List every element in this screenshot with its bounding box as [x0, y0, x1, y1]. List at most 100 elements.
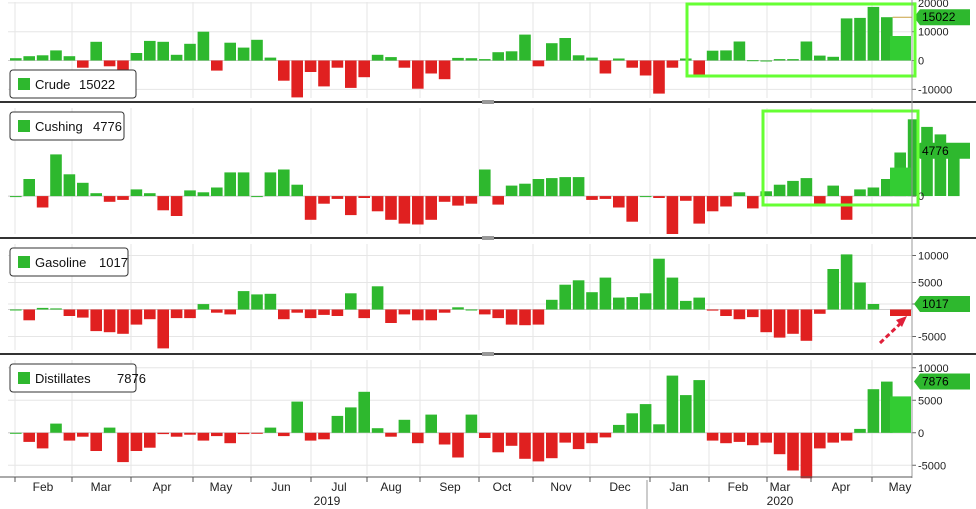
distillates-bar [23, 432, 35, 442]
crude-bar [733, 41, 746, 61]
y-tick-label: 5000 [918, 278, 942, 290]
distillates-bar [36, 432, 49, 449]
gasoline-bar [519, 309, 531, 326]
cushing-bar [519, 183, 531, 196]
distillates-bar [626, 413, 638, 433]
panel-divider-handle[interactable] [482, 236, 494, 240]
distillates-bar [358, 391, 370, 433]
crude-bar [800, 41, 813, 61]
gasoline-bar [532, 309, 545, 325]
y-tick-label: 20000 [918, 0, 949, 10]
cushing-bar [224, 172, 236, 197]
cushing-bar [291, 184, 303, 197]
crude-bar [63, 56, 76, 61]
cushing-bar [170, 196, 183, 216]
panel-divider-handle[interactable] [482, 100, 494, 104]
y-tick-label: -10000 [918, 84, 952, 96]
crude-bar [358, 60, 370, 78]
cushing-bar [532, 179, 545, 197]
cushing-bar [278, 169, 290, 196]
crude-bar [760, 60, 772, 62]
gasoline-bar [653, 258, 665, 310]
crude-bar [291, 60, 303, 98]
crude-bar [438, 60, 451, 80]
cushing-last-value-label: 4776 [922, 144, 949, 158]
gasoline-bar [760, 309, 772, 333]
crude-bar [706, 50, 719, 61]
gasoline-bar [103, 309, 116, 333]
distillates-bar [680, 395, 692, 433]
gasoline-bar [345, 293, 357, 310]
gasoline-bar [425, 309, 437, 321]
month-label: Mar [91, 480, 112, 494]
cushing-bar [237, 172, 250, 197]
gasoline-bar [747, 309, 759, 318]
crude-bar [103, 60, 116, 67]
crude-bar [398, 60, 411, 68]
crude-bar [130, 53, 143, 61]
cushing-bar [599, 196, 612, 199]
crude-bar [639, 60, 652, 76]
cushing-bar [90, 193, 102, 196]
distillates-last-value-tag [914, 373, 970, 390]
crude-bar [787, 59, 799, 61]
distillates-bar [854, 428, 866, 433]
distillates-bar [666, 375, 679, 433]
crude-last-value-label: 15022 [922, 10, 956, 24]
distillates-bar [278, 432, 290, 437]
crude-bar [747, 60, 759, 62]
gasoline-bar [144, 309, 156, 320]
crude-bar [465, 58, 478, 61]
distillates-bar [224, 432, 236, 444]
crude-bar [479, 59, 491, 61]
cushing-bar [50, 154, 62, 197]
legend-frame [9, 363, 137, 393]
distillates-bar [639, 404, 652, 433]
distillates-bar [613, 424, 625, 433]
distillates-bar [747, 432, 759, 446]
gasoline-bar [197, 304, 210, 310]
panel-crude: 20000 10000 0 -10000 15022 Crude 15022 [8, 0, 970, 99]
gasoline-bar [77, 309, 89, 318]
gasoline-bar [264, 293, 277, 310]
crude-bar [412, 60, 424, 89]
gasoline-bar [130, 309, 143, 325]
crude-bar [840, 18, 853, 61]
crude-bar [492, 52, 504, 61]
distillates-bar [184, 432, 196, 435]
panel-divider-handle[interactable] [482, 352, 494, 356]
cushing-bar [760, 191, 772, 196]
distillates-bar [304, 432, 317, 441]
crude-bar [23, 56, 35, 61]
cushing-bar [733, 192, 746, 197]
crude-legend: Crude 15022 [9, 69, 137, 99]
x-axis: Feb Mar Apr May Jun Jul Aug Sep Oct Nov Dec Jan Feb M… [0, 476, 912, 509]
y-tick-label: -5000 [918, 332, 946, 344]
cushing-bar [157, 196, 169, 211]
cushing-bar [666, 196, 679, 234]
gasoline-bar [10, 309, 22, 311]
month-label: Nov [550, 480, 571, 494]
cushing-bar [479, 169, 491, 196]
cushing-bar [438, 196, 451, 202]
distillates-last-value-label: 7876 [922, 375, 949, 389]
cushing-bar [77, 182, 89, 197]
distillates-legend: Distillates 7876 [9, 363, 146, 393]
gasoline-bar [224, 309, 236, 315]
crude-bar [693, 60, 705, 77]
y-tick-label: 0 [918, 56, 924, 68]
month-label: Jun [271, 480, 290, 494]
distillates-bar [412, 432, 424, 444]
gasoline-bar [666, 277, 679, 310]
gasoline-bar [559, 284, 571, 310]
panel-distillates: 10000 5000 0 -5000 7876 Distillates 7876 [8, 360, 970, 479]
month-label: Apr [153, 480, 172, 494]
distillates-bar [144, 432, 156, 448]
crude-bar [586, 57, 598, 61]
distillates-bar [130, 432, 143, 451]
legend-label: Distillates [35, 371, 91, 386]
crude-bar [304, 60, 317, 72]
gasoline-bar [331, 309, 344, 316]
